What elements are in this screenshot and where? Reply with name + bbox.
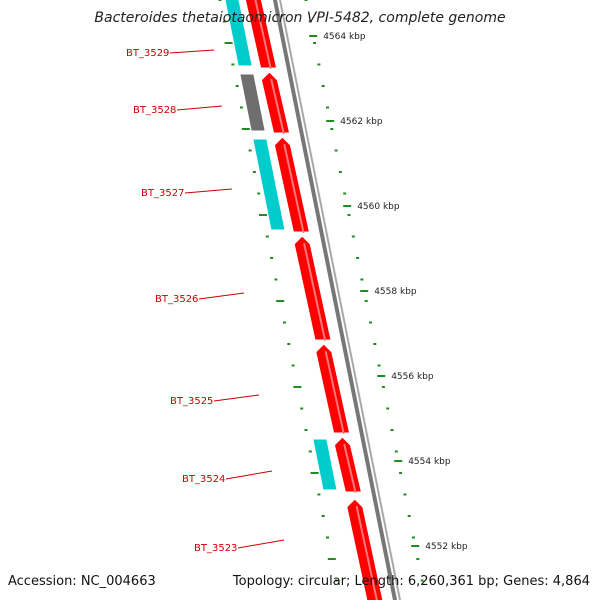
gene-label: BT_3524 — [182, 474, 225, 485]
position-label: 4560 kbp — [357, 202, 400, 212]
genome-backbone-outline — [278, 0, 402, 600]
gene-label-leader — [169, 49, 215, 54]
gene-label-leader — [176, 105, 223, 111]
position-label: 4554 kbp — [408, 457, 451, 467]
position-label: 4562 kbp — [340, 117, 383, 127]
cds-arrow-bt-3523 — [346, 498, 384, 600]
cds-arrow-bt-3525 — [315, 343, 351, 434]
gene-label: BT_3529 — [126, 48, 169, 59]
cog-block — [252, 138, 286, 231]
position-label: 4558 kbp — [374, 287, 417, 297]
gene-label-leader — [225, 470, 273, 480]
cds-arrow-bt-3527 — [273, 136, 311, 233]
gene-label-leader — [237, 539, 285, 549]
gene-label: BT_3525 — [170, 396, 213, 407]
genome-backbone — [272, 0, 398, 600]
gene-label: BT_3528 — [133, 105, 176, 116]
gene-label: BT_3526 — [155, 294, 198, 305]
cog-block — [312, 438, 338, 491]
cds-arrow-bt-3529 — [244, 0, 278, 69]
cds-arrow-bt-3528 — [260, 71, 291, 134]
gene-label-leader — [184, 188, 233, 194]
gene-label-leader — [213, 394, 260, 402]
cds-highlight — [343, 444, 357, 493]
map-title: Bacteroides thetaiotaomicron VPI-5482, c… — [94, 10, 506, 26]
position-label: 4556 kbp — [391, 372, 434, 382]
cds-arrow-bt-3526 — [293, 235, 332, 341]
position-label: 4564 kbp — [323, 32, 366, 42]
gene-label-leader — [198, 292, 245, 300]
cds-highlight — [355, 506, 378, 600]
cds-arrow-bt-3524 — [333, 436, 363, 493]
cds-highlight — [283, 144, 305, 233]
accession-label: Accession: NC_004663 — [8, 574, 156, 589]
gene-label: BT_3527 — [141, 188, 184, 199]
cds-highlight — [324, 351, 345, 434]
cog-block — [239, 73, 266, 132]
cds-highlight — [254, 0, 272, 69]
cds-highlight — [270, 79, 285, 134]
position-label: 4552 kbp — [425, 542, 468, 552]
genome-summary: Topology: circular; Length: 6,260,361 bp… — [232, 574, 590, 589]
cds-highlight — [303, 243, 326, 341]
gene-label: BT_3523 — [194, 543, 237, 554]
cog-block — [224, 0, 253, 67]
